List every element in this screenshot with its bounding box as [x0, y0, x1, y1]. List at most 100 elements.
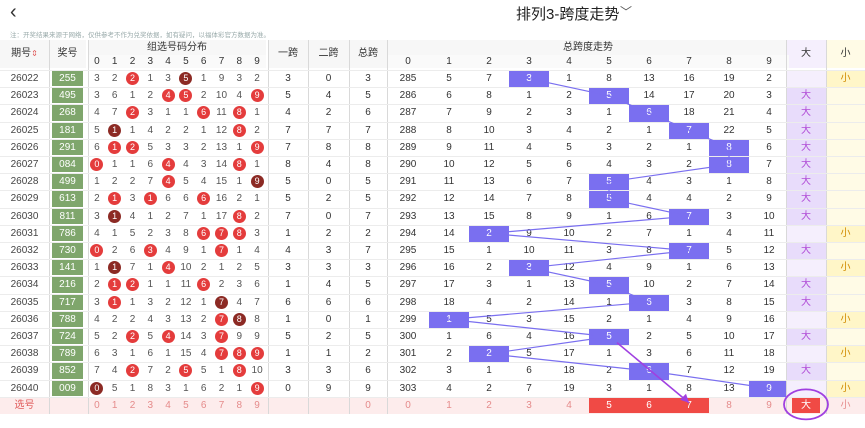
dist-cell: 2	[111, 245, 118, 256]
select-digit[interactable]: 1	[111, 399, 118, 411]
select-kua[interactable]: 0	[365, 399, 371, 411]
dist-cell: 3	[200, 331, 207, 342]
dist-cell: 2	[200, 262, 207, 274]
select-small[interactable]: 小	[840, 399, 851, 411]
select-big[interactable]: 大	[792, 397, 820, 413]
select-digit[interactable]: 3	[147, 399, 154, 411]
dist-cell: 9	[183, 245, 189, 256]
select-trend-digit[interactable]: 4	[566, 399, 572, 411]
trend-cell: 6	[726, 262, 732, 274]
row-big: 大	[786, 207, 826, 225]
select-digit[interactable]: 6	[200, 399, 207, 411]
select-digit[interactable]: 0	[94, 399, 100, 411]
page-title[interactable]: 排列3-跨度走势	[516, 6, 620, 23]
number-ball: 2	[125, 330, 139, 343]
dist-cell: 3	[183, 141, 189, 153]
chevron-down-icon[interactable]: ﹀	[620, 5, 633, 19]
dist-cell: 7	[213, 225, 231, 242]
trend-cell: 1	[646, 382, 652, 394]
number-ball: 9	[250, 89, 264, 103]
select-trend-digit[interactable]: 3	[526, 399, 532, 411]
dist-cell: 4	[129, 210, 136, 222]
sort-icon[interactable]: ⇕	[31, 49, 38, 58]
select-row-label[interactable]: 选号	[14, 399, 35, 411]
trend-cell: 1	[606, 107, 612, 119]
number-ball: 4	[161, 175, 175, 189]
select-trend-digit[interactable]: 0	[405, 399, 411, 411]
select-digit[interactable]: 5	[183, 399, 189, 411]
dist-cell: 12	[180, 296, 192, 308]
select-digit[interactable]: 8	[236, 399, 243, 411]
select-digit[interactable]: 4	[165, 399, 171, 411]
row-small	[826, 138, 865, 156]
dist-cell: 12	[215, 124, 228, 136]
trend-cell: 5	[446, 73, 452, 84]
disclaimer-notice: 注：开奖结果来源于网络，仅供参考不作为兑奖依据，如有疑问，以福体彩官方数据为准。	[10, 32, 270, 39]
dist-cell: 3	[200, 159, 207, 170]
trend-digit-header: 1	[429, 55, 469, 68]
row-kua2: 1	[325, 348, 332, 360]
dist-cell: 3	[147, 107, 154, 119]
trend-cell: 12	[483, 159, 495, 170]
dist-cell: 1	[254, 193, 260, 205]
dist-cell: 1	[94, 262, 100, 274]
row-kua1: 5	[285, 90, 291, 102]
trend-cell: 292	[399, 193, 417, 205]
dist-cell: 8	[147, 382, 154, 394]
dist-cell: 2	[124, 70, 142, 87]
select-trend-digit[interactable]: 5	[589, 397, 629, 413]
dist-cell: 2	[236, 262, 243, 274]
select-digit[interactable]: 7	[218, 399, 225, 411]
row-kua2: 2	[325, 193, 332, 205]
dist-digit-header: 7	[212, 55, 231, 68]
select-trend-digit[interactable]: 7	[669, 397, 709, 413]
header-distribution: 组选号码分布	[88, 40, 266, 55]
select-trend-digit[interactable]: 1	[446, 399, 452, 411]
trend-cell: 8	[646, 245, 652, 256]
trend-cell: 8	[766, 176, 772, 188]
trend-marker: 1	[429, 310, 469, 328]
select-digit[interactable]: 2	[129, 399, 136, 411]
select-trend-digit[interactable]: 6	[629, 397, 669, 413]
row-kua1: 5	[285, 193, 291, 205]
back-icon[interactable]: ‹	[10, 1, 17, 23]
row-kua1: 1	[285, 279, 291, 291]
row-kua1: 8	[285, 159, 291, 170]
row-zongkua: 5	[365, 90, 371, 102]
select-digit[interactable]: 9	[254, 399, 260, 411]
row-qihao: 26023	[10, 90, 39, 102]
select-trend-digit[interactable]: 9	[766, 399, 772, 411]
header-jianghao: 奖号	[49, 40, 86, 68]
trend-cell: 2	[606, 227, 612, 239]
select-trend-digit[interactable]: 8	[726, 399, 732, 411]
trend-cell: 3	[526, 313, 532, 325]
trend-cell: 17	[763, 331, 775, 342]
dist-cell: 13	[215, 141, 228, 153]
trend-cell: 7	[526, 382, 532, 394]
trend-cell: 3	[606, 245, 612, 256]
dist-cell: 3	[94, 73, 100, 84]
trend-marker: 5	[589, 190, 629, 208]
header-qihao[interactable]: 期号⇕	[0, 40, 49, 68]
dist-cell: 3	[111, 348, 118, 360]
dist-cell: 4	[147, 313, 154, 325]
dist-cell: 0	[88, 242, 106, 259]
trend-cell: 19	[723, 73, 735, 84]
trend-cell: 2	[646, 141, 652, 153]
trend-cell: 8	[606, 73, 612, 84]
select-trend-digit[interactable]: 2	[486, 399, 492, 411]
dist-cell: 2	[147, 90, 154, 102]
dist-cell: 2	[218, 279, 225, 291]
row-kua2: 2	[325, 227, 332, 239]
row-big	[786, 224, 826, 242]
trend-cell: 17	[683, 90, 695, 102]
row-kua1: 4	[285, 245, 291, 256]
trend-cell: 13	[483, 176, 495, 188]
dist-cell: 5	[94, 124, 100, 136]
trend-cell: 2	[686, 279, 692, 291]
row-kua2: 4	[325, 159, 332, 170]
dist-cell: 5	[111, 382, 118, 394]
trend-cell: 16	[683, 73, 695, 84]
trend-cell: 3	[686, 176, 692, 188]
dist-cell: 2	[111, 176, 118, 188]
